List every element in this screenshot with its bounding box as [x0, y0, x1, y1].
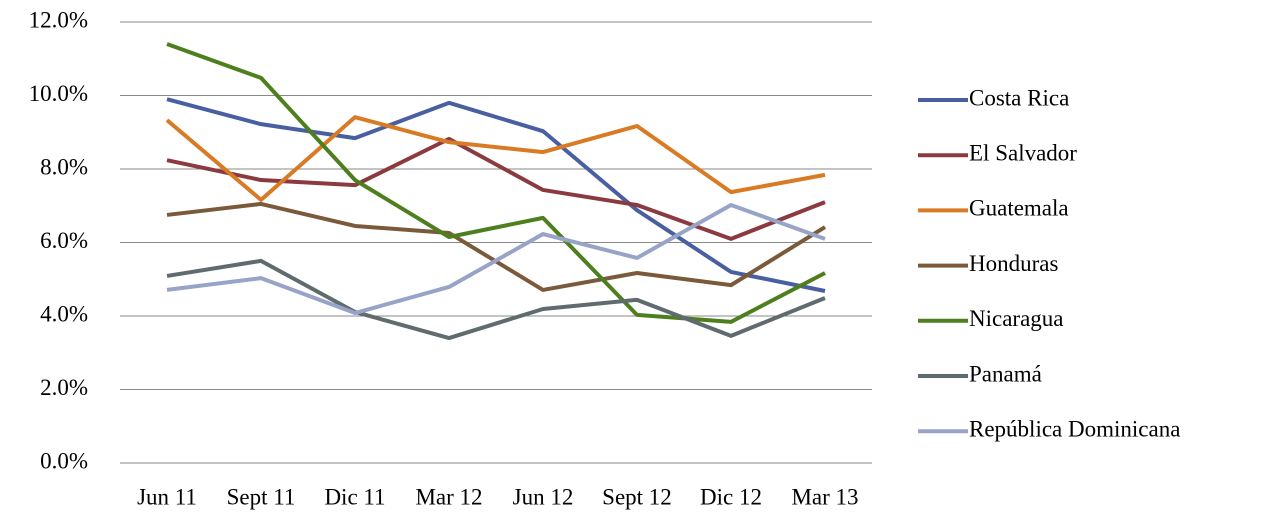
y-tick-label: 6.0% — [40, 228, 88, 253]
x-tick-label: Dic 12 — [700, 484, 762, 509]
data-line — [166, 203, 826, 316]
y-tick-label: 10.0% — [29, 81, 88, 106]
legend-label: Nicaragua — [969, 306, 1064, 331]
y-tick-label: 12.0% — [29, 7, 88, 32]
x-tick-label: Mar 12 — [415, 484, 482, 509]
x-tick-label: Jun 11 — [137, 484, 197, 509]
legend-label: República Dominicana — [969, 416, 1180, 441]
y-tick-label: 2.0% — [40, 375, 88, 400]
y-tick-label: 4.0% — [40, 301, 88, 326]
y-tick-label: 0.0% — [40, 448, 88, 473]
x-tick-label: Mar 13 — [791, 484, 858, 509]
data-line — [166, 97, 826, 293]
data-line — [165, 115, 826, 202]
legend-label: Guatemala — [969, 196, 1069, 221]
x-tick-label: Jun 12 — [513, 484, 574, 509]
data-line — [166, 258, 826, 341]
legend-label: Costa Rica — [969, 85, 1069, 110]
legend-label: Honduras — [969, 251, 1058, 276]
x-tick-label: Sept 11 — [227, 484, 296, 509]
data-line — [166, 42, 826, 324]
x-tick-label: Sept 12 — [602, 484, 672, 509]
data-line — [166, 201, 827, 292]
legend-label: Panamá — [969, 361, 1042, 386]
legend-label: El Salvador — [969, 140, 1077, 165]
x-tick-label: Dic 11 — [324, 484, 385, 509]
data-line — [166, 136, 826, 241]
y-tick-label: 8.0% — [40, 154, 88, 179]
